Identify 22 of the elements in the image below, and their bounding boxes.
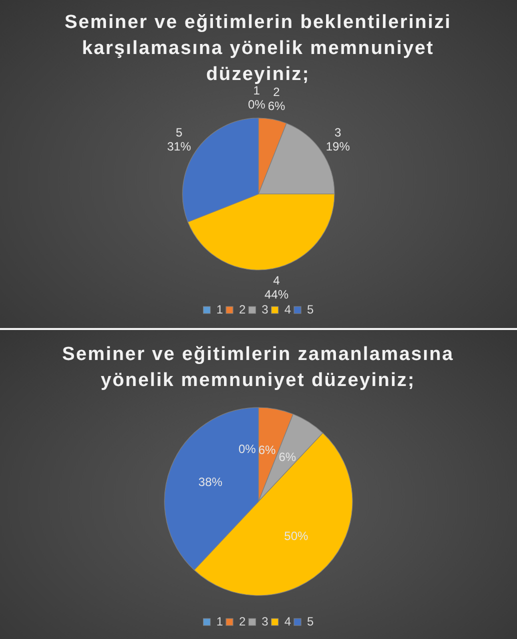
data-label: 3 19% [326,125,350,154]
data-label: 5 31% [167,125,192,154]
text: 1 0% [248,83,266,112]
legend-label: 2 [238,614,246,628]
legend-label: 4 [284,302,292,316]
legend-label: 3 [262,302,269,316]
data-label: 6% [258,443,276,458]
chart-title: Seminer ve eğitimlerin zamanlamasına yönelik memnuniyet düzeyiniz; [61,343,455,393]
legend-label: 1 [216,302,224,316]
chart-title: Seminer ve eğitimlerin beklentilerinizi karşılamasına yönelik memnuniyet düzeyiniz; [64,12,452,85]
data-label: 4 44% [264,274,289,302]
data-label: 2 6% [268,85,286,114]
legend-label: 5 [307,614,314,628]
data-label: 6% [278,450,296,464]
data-label: 50% [284,529,309,544]
legend-label: 5 [307,302,314,316]
text: 0% [238,442,256,456]
data-label: 38% [198,474,223,489]
legend-label: 4 [284,614,292,628]
legend-label: 3 [262,614,269,628]
legend-label: 1 [216,614,224,628]
legend-label: 2 [238,302,246,316]
